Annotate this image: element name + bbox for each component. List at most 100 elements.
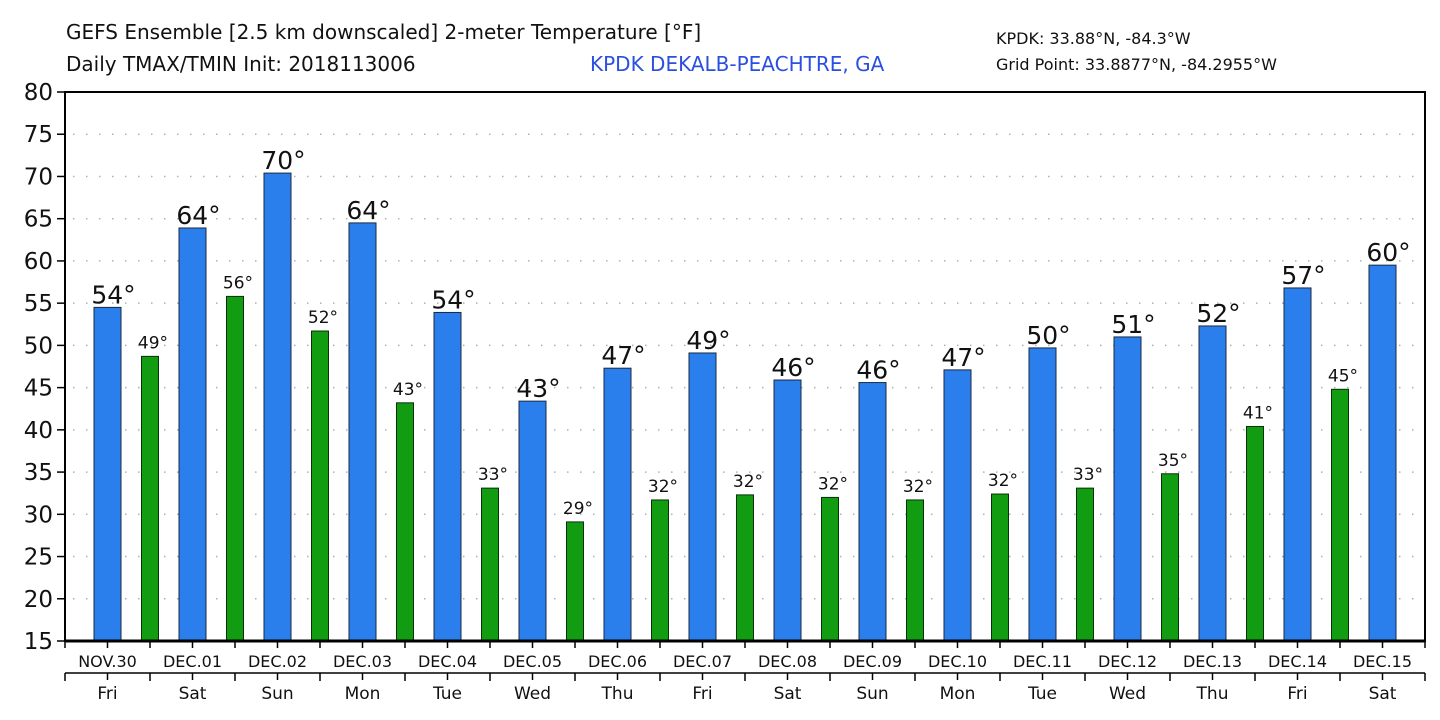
weekday-label: Fri (97, 684, 117, 704)
date-label: DEC.10 (928, 652, 987, 671)
tmin-bar (141, 355, 159, 642)
tmin-bar (396, 402, 414, 642)
tmax-bar (263, 172, 292, 642)
date-label: DEC.06 (588, 652, 647, 671)
tmax-bar (178, 227, 207, 642)
y-tick-label: 80 (24, 80, 53, 106)
tmax-bar (93, 306, 122, 642)
date-label: DEC.09 (843, 652, 902, 671)
weekday-label: Sun (261, 684, 293, 704)
tmin-bar (566, 521, 584, 642)
tmax-bar (603, 367, 632, 642)
tmin-bar (821, 496, 839, 642)
y-tick-label: 15 (24, 629, 53, 655)
tmax-label: 54° (91, 280, 135, 309)
date-label: DEC.05 (503, 652, 562, 671)
chart-subtitle: Daily TMAX/TMIN Init: 2018113006 (66, 52, 416, 76)
weekday-label: Wed (1109, 684, 1146, 704)
y-tick-label: 35 (24, 460, 53, 486)
weekday-label: Fri (1287, 684, 1307, 704)
tmin-label: 56° (223, 273, 253, 293)
tmax-bar (688, 352, 717, 642)
tmin-label: 32° (648, 477, 678, 497)
tmax-bar (1283, 287, 1312, 642)
tmin-bar (906, 499, 924, 642)
tmax-bar (858, 382, 887, 642)
weekday-label: Wed (514, 684, 551, 704)
tmax-bar (348, 222, 377, 642)
date-label: DEC.03 (333, 652, 392, 671)
y-tick-label: 75 (24, 122, 53, 148)
weekday-label: Sat (774, 684, 802, 704)
tmax-bar (518, 400, 547, 642)
tmax-bar (433, 311, 462, 642)
tmin-bar (481, 487, 499, 642)
tmin-bar (736, 494, 754, 642)
date-label: DEC.02 (248, 652, 307, 671)
tmin-label: 32° (988, 471, 1018, 491)
tmax-label: 70° (261, 146, 305, 175)
station-coordinates: KPDK: 33.88°N, -84.3°W (996, 29, 1191, 48)
tmax-label: 57° (1281, 261, 1325, 290)
tmin-bar (1331, 388, 1349, 642)
y-tick-label: 40 (24, 418, 53, 444)
chart-title: GEFS Ensemble [2.5 km downscaled] 2-mete… (66, 20, 702, 44)
tmax-label: 46° (856, 356, 900, 385)
tmax-label: 51° (1111, 310, 1155, 339)
tmin-label: 43° (393, 380, 423, 400)
tmin-label: 35° (1158, 451, 1188, 471)
bars (93, 172, 1397, 642)
date-label: DEC.08 (758, 652, 817, 671)
y-tick-label: 25 (24, 545, 53, 571)
y-tick-label: 55 (24, 291, 53, 317)
y-tick-label: 30 (24, 502, 53, 528)
weekday-label: Mon (345, 684, 381, 704)
tmin-label: 52° (308, 308, 338, 328)
tmin-bar (651, 499, 669, 642)
tmax-label: 43° (516, 374, 560, 403)
tmax-bar (1028, 347, 1057, 642)
grid-point-coordinates: Grid Point: 33.8877°N, -84.2955°W (996, 55, 1277, 74)
tmin-label: 32° (818, 474, 848, 494)
tmax-label: 64° (346, 196, 390, 225)
y-tick-label: 60 (24, 249, 53, 275)
tmin-bar (1076, 487, 1094, 642)
tmin-bar (1161, 473, 1179, 642)
date-label: DEC.12 (1098, 652, 1157, 671)
y-tick-label: 50 (24, 333, 53, 359)
tmin-label: 33° (478, 465, 508, 485)
weekday-label: Mon (940, 684, 976, 704)
tmax-bar (1198, 325, 1227, 642)
date-label: DEC.01 (163, 652, 222, 671)
weekday-label: Sun (856, 684, 888, 704)
tmin-label: 41° (1243, 403, 1273, 423)
tmin-label: 32° (903, 477, 933, 497)
tmax-label: 52° (1196, 299, 1240, 328)
tmin-bar (991, 493, 1009, 642)
tmax-label: 50° (1026, 321, 1070, 350)
y-tick-label: 65 (24, 207, 53, 233)
axes: 15 20 25 30 35 40 45 50 55 60 65 70 75 80 NOV.30 Fri DEC… (24, 80, 1426, 704)
tmax-label: 46° (771, 353, 815, 382)
date-label: NOV.30 (78, 652, 137, 671)
tmax-bar (1113, 336, 1142, 642)
tmin-label: 49° (138, 333, 168, 353)
weekday-label: Tue (432, 684, 462, 704)
tmax-bar (773, 379, 802, 642)
tmax-label: 47° (601, 341, 645, 370)
tmin-bar (226, 295, 244, 642)
tmin-label: 33° (1073, 465, 1103, 485)
date-label: DEC.13 (1183, 652, 1242, 671)
weekday-label: Tue (1027, 684, 1057, 704)
tmax-bar (1368, 264, 1397, 642)
y-tick-label: 20 (24, 587, 53, 613)
bar-labels: 54° 64° 70° 64° 54° 43° 47° 49° 46° 46° 47° 50° 51° 5… (91, 146, 1410, 519)
tmin-bar (1246, 425, 1264, 642)
weekday-label: Thu (601, 684, 634, 704)
station-name: KPDK DEKALB-PEACHTRE, GA (590, 52, 885, 76)
date-label: DEC.15 (1353, 652, 1412, 671)
tmin-bar (311, 330, 329, 642)
weekday-label: Sat (1369, 684, 1397, 704)
tmax-label: 64° (176, 201, 220, 230)
